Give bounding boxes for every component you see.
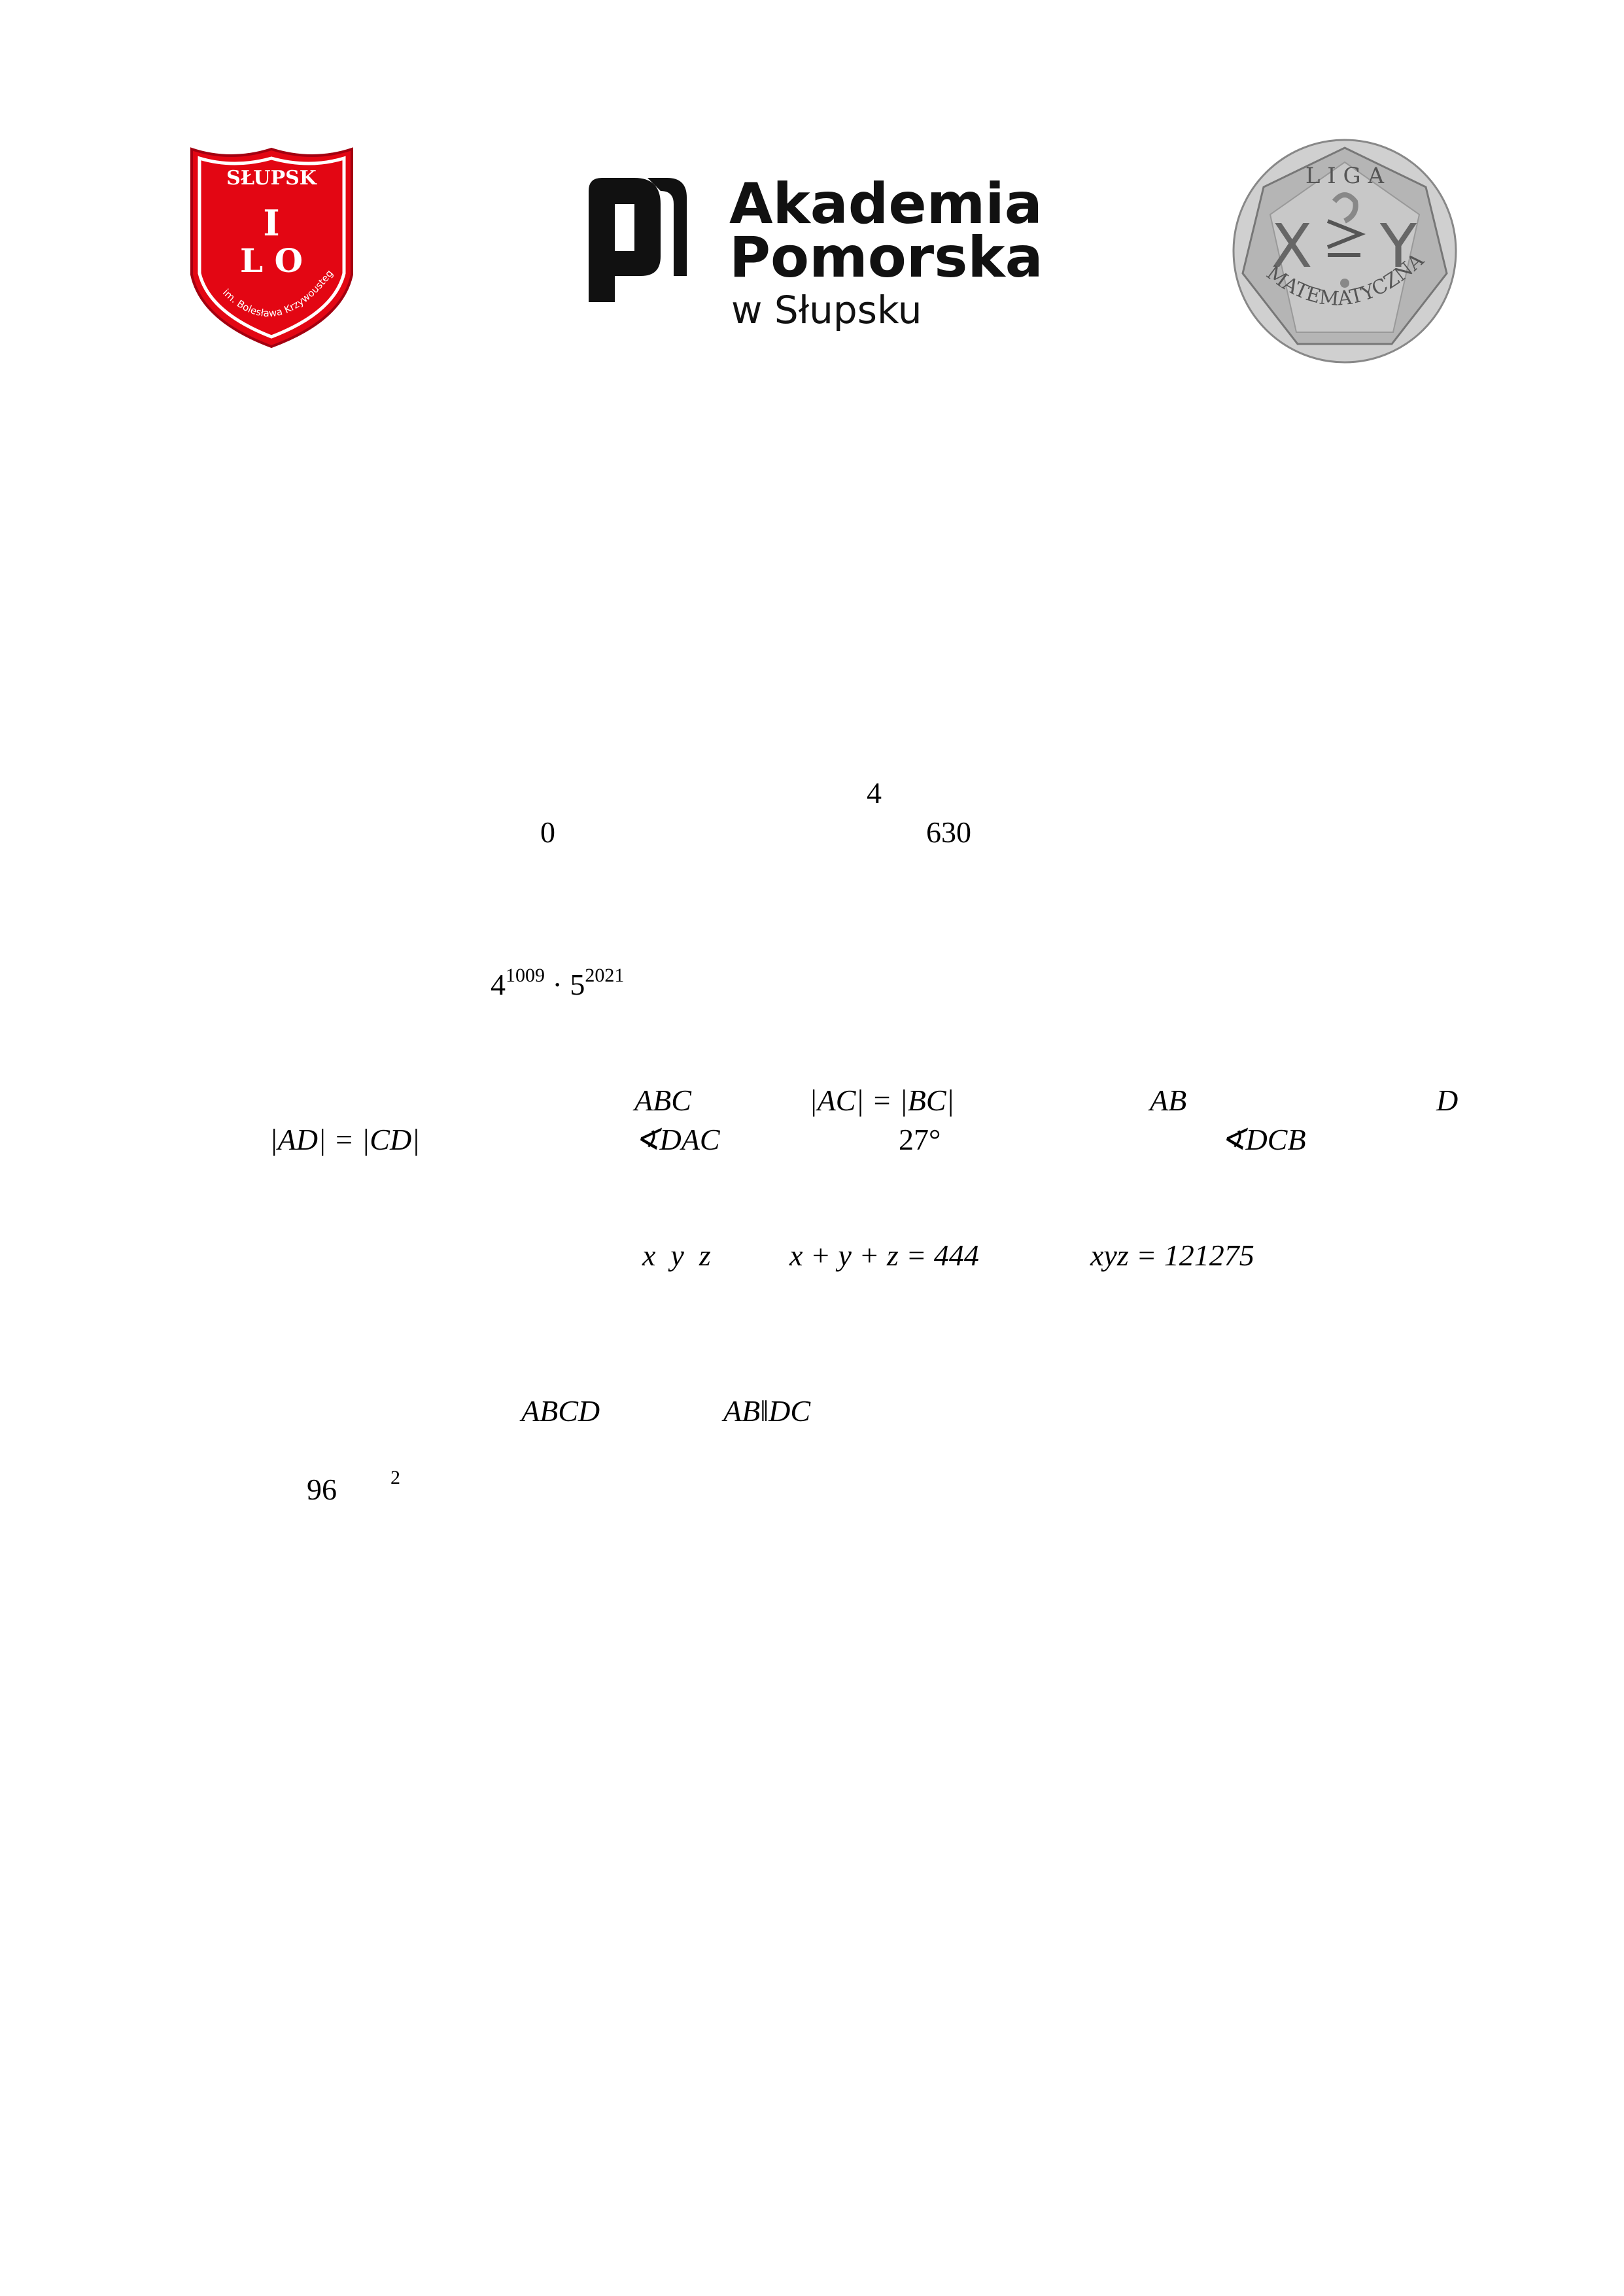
math-exp-1009: 1009	[506, 965, 545, 986]
math-ab: AB	[1150, 1084, 1187, 1117]
math-base-4: 4	[491, 968, 506, 1001]
academy-name-line1: Akademia	[729, 171, 1043, 237]
math-ad-eq-cd: |AD| = |CD|	[269, 1123, 420, 1156]
math-96: 96	[307, 1473, 337, 1506]
math-product-equation: xyz = 121275	[1090, 1239, 1254, 1272]
math-dot: ·	[545, 968, 570, 1001]
math-sum-equation: x + y + z = 444	[789, 1239, 979, 1272]
school-roman-text: I	[263, 202, 279, 244]
math-4: 4	[867, 776, 882, 810]
math-square-exponent: 2	[390, 1467, 400, 1488]
math-ab-parallel-dc: AB‖DC	[723, 1394, 811, 1428]
math-exp-2021: 2021	[585, 965, 625, 986]
math-league-logo: L I G A X Y MATEMATYCZNA	[1232, 139, 1457, 364]
math-d: D	[1436, 1084, 1459, 1117]
math-triangle-abc: ABC	[634, 1084, 691, 1117]
math-angle-dcb: ∢DCB	[1220, 1123, 1306, 1156]
math-0: 0	[540, 815, 555, 849]
math-angle-dac: ∢DAC	[634, 1123, 720, 1156]
league-top-text: L I G A	[1305, 163, 1385, 189]
school-city-text: SŁUPSK	[226, 167, 317, 190]
academy-name-line2: Pomorska	[729, 225, 1043, 290]
academy-name-line3: w Słupsku	[731, 288, 922, 332]
academy-logo: Akademia Pomorska w Słupsku	[589, 171, 1046, 341]
math-ac-eq-bc: |AC| = |BC|	[809, 1084, 955, 1117]
math-base-5: 5	[570, 968, 585, 1001]
academy-mark-icon	[589, 178, 687, 302]
math-xyz-vars: x y z	[642, 1239, 711, 1272]
league-y-text: Y	[1379, 211, 1417, 281]
math-27-degrees: 27°	[899, 1123, 941, 1156]
school-lo-text: L O	[240, 241, 303, 280]
math-power-expression: 41009 · 52021	[491, 966, 624, 1001]
school-shield-logo: SŁUPSK I L O im. Bolesława Krzywoustego	[185, 144, 353, 349]
math-trapezoid-abcd: ABCD	[521, 1394, 600, 1428]
league-x-text: X	[1271, 211, 1312, 281]
math-630: 630	[926, 815, 971, 849]
